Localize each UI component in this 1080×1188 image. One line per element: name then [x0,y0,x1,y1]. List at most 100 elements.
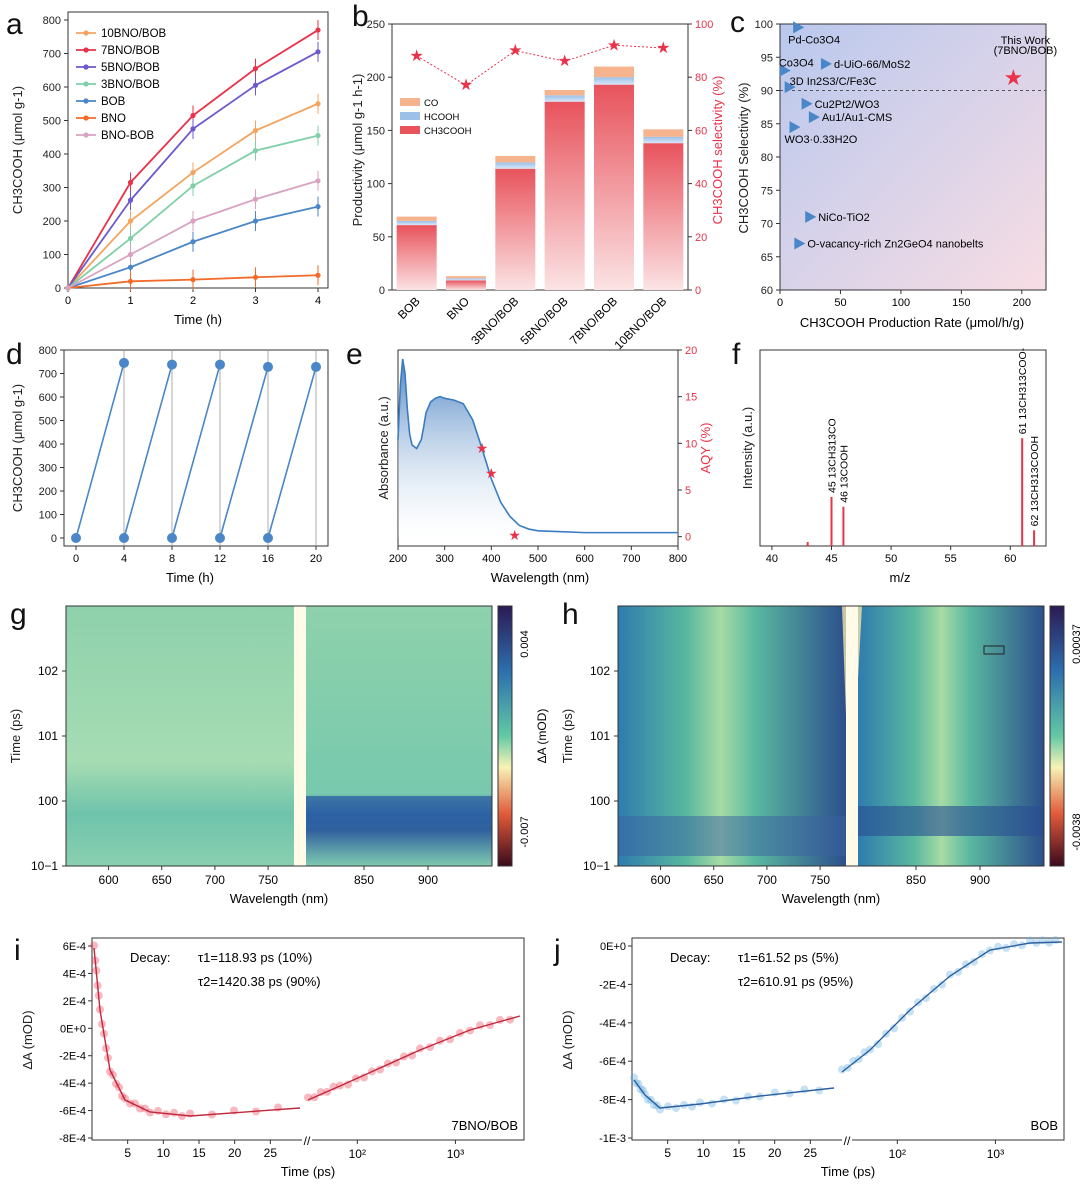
y-tick-label: -6E-4 [599,1056,626,1068]
y-tick-label: 15 [685,392,697,404]
panel-label-d: d [6,338,23,371]
absorbance-line [397,358,678,534]
x-tick-label: 600 [651,873,671,887]
x-tick-label: 700 [757,873,777,887]
axis-break [302,1135,312,1145]
selectivity-star: ★ [409,48,423,65]
x-axis-label: m/z [890,570,911,585]
bar-HCOOH [446,278,486,281]
panel-label-j: j [553,934,561,967]
data-point [664,1102,672,1111]
data-point [167,533,177,543]
x-tick-label: 600 [575,553,593,565]
bar-CH3COOH [396,225,437,290]
legend-label: HCOOH [424,112,460,123]
x-tick-label: 20 [310,553,322,565]
colorbar-tick-label: -0.007 [519,816,531,847]
y-axis-label: CH3COOH Selectivity (%) [736,83,751,234]
category-label: BNO [444,294,472,322]
legend-label: 5BNO/BOB [101,62,160,74]
highlight-label: (7BNO/BOB) [994,45,1058,57]
y-tick-label: 102 [590,664,610,678]
panel-label-f: f [732,338,741,371]
y-tick-label: 101 [590,729,610,743]
y-tick-label: 600 [43,82,61,94]
point-label: Pd-Co3O4 [788,34,840,46]
plot-frame [759,349,1047,547]
y-tick-label: 10 [685,438,697,450]
x-axis-label: Time (ps) [821,1164,875,1179]
cycle-line [75,362,125,539]
literature-point [784,81,796,94]
selectivity-star: ★ [656,40,670,57]
x-tick-label: 16 [262,553,274,565]
x-axis-label: Time (h) [166,570,214,585]
legend-marker [83,132,89,138]
x-tick-label: 5 [664,1146,671,1160]
x-tick-label: 5 [124,1146,131,1160]
y-tick-label: 4E-4 [63,968,86,980]
x-tick-label: 60 [1004,553,1016,565]
highlight-star: ★ [1003,65,1023,90]
plot-frame [67,11,329,289]
x-tick-label: 700 [205,873,225,887]
legend-label: 7BNO/BOB [101,45,160,57]
x-tick-label: 15 [732,1146,746,1160]
x-axis-label: Wavelength (nm) [491,570,590,585]
bar-CO [544,89,585,96]
x-axis-label: Wavelength (nm) [230,891,329,906]
x-tick-label: 40 [766,553,778,565]
y-tick-label: 200 [367,72,385,84]
y-tick-label: -8E-4 [599,1095,626,1107]
x-tick-label: 900 [418,873,438,887]
legend-marker [83,47,89,53]
data-point [938,980,946,989]
y-tick-label: 95 [761,52,773,64]
y-tick-label: 100 [367,179,385,191]
x-tick-label: 50 [834,297,846,309]
y-tick-label: 250 [367,19,385,31]
laser-gap [294,606,306,866]
data-point [215,359,225,370]
bar-CH3COOH [495,168,536,290]
cycle-line [171,364,221,539]
category-label: 7BNO/BOB [567,294,620,347]
data-point [71,533,81,543]
legend-swatch [400,112,420,120]
y-tick-label: 0 [51,533,57,545]
laser-gap [846,606,858,866]
data-point [215,533,225,543]
y-tick-label: 10−1 [583,859,610,873]
plot-background [780,24,1046,290]
bar-HCOOH [643,136,684,144]
peak-label: 46 13COOH [838,445,850,503]
data-point [311,361,321,372]
x-tick-label: 55 [945,553,957,565]
point-label: Co3O4 [779,58,814,70]
data-point [732,1096,740,1105]
x-tick-label: 20 [768,1146,782,1160]
x-tick-label: 200 [389,553,407,565]
x-tick-label: 300 [435,553,453,565]
data-point [638,1085,647,1094]
bar-CO [495,155,536,163]
x-tick-label: 0 [65,295,71,307]
legend-marker [83,115,89,121]
y-tick-label: 75 [761,185,773,197]
aqy-star: ★ [485,465,498,481]
y-tick-label: 300 [39,463,57,475]
x-tick-label: 850 [354,873,374,887]
legend-marker [83,64,89,70]
data-point [170,1108,178,1117]
y-tick-label: 0E+0 [600,941,626,953]
data-point [946,970,954,979]
y-tick-label: 90 [761,86,773,98]
legend-swatch [400,126,420,134]
y-tick-label: -4E-4 [599,1018,626,1030]
x-tick-label: 850 [906,873,926,887]
category-label: 5BNO/BOB [518,294,571,347]
data-point [167,359,177,370]
heatmap-right [306,606,492,866]
category-label: 10BNO/BOB [611,294,669,352]
